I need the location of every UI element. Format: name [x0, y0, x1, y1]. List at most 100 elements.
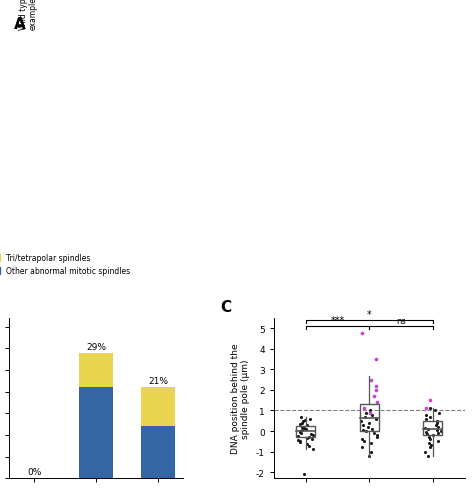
Point — [434, 437, 442, 445]
Point — [422, 428, 429, 436]
Bar — [360, 405, 379, 431]
Point — [304, 421, 311, 429]
Point — [373, 386, 380, 394]
Point — [366, 407, 374, 414]
Point — [427, 435, 434, 443]
Point — [370, 392, 377, 400]
Legend: Tri/tetrapolar spindles, Other abnormal mitotic spindles: Tri/tetrapolar spindles, Other abnormal … — [0, 250, 133, 278]
Point — [421, 424, 428, 432]
Point — [365, 419, 373, 427]
Point — [358, 444, 365, 451]
Bar — [141, 427, 175, 478]
Point — [297, 428, 304, 436]
Point — [367, 447, 374, 455]
Point — [306, 443, 313, 450]
Point — [427, 442, 435, 449]
Point — [360, 437, 367, 445]
Point — [299, 426, 306, 434]
Point — [423, 430, 430, 438]
Text: A: A — [14, 17, 26, 32]
Point — [426, 405, 434, 412]
Bar — [141, 387, 175, 427]
Point — [368, 425, 376, 433]
Point — [373, 433, 381, 441]
Point — [422, 415, 429, 423]
Point — [296, 437, 304, 445]
Point — [359, 329, 366, 337]
Point — [423, 411, 430, 419]
Point — [297, 429, 305, 437]
Point — [431, 407, 438, 414]
Point — [310, 431, 317, 439]
Bar — [296, 426, 315, 437]
Point — [305, 433, 313, 441]
Point — [307, 430, 315, 438]
Text: ***: *** — [330, 316, 345, 325]
Bar — [79, 353, 113, 387]
Point — [424, 425, 431, 433]
Bar — [79, 387, 113, 478]
Point — [298, 423, 306, 431]
Text: Wild type
examples: Wild type examples — [18, 0, 38, 30]
Point — [300, 417, 307, 425]
Point — [437, 427, 445, 435]
Point — [297, 413, 304, 421]
Point — [367, 376, 374, 384]
Point — [365, 423, 372, 431]
Point — [296, 420, 303, 428]
Point — [425, 433, 433, 441]
Point — [308, 435, 316, 443]
Point — [297, 427, 304, 435]
Point — [299, 419, 306, 427]
Point — [371, 429, 378, 437]
Point — [365, 452, 373, 460]
Point — [294, 432, 301, 440]
Point — [359, 426, 366, 434]
Point — [372, 382, 380, 390]
Point — [309, 446, 317, 453]
Point — [433, 417, 441, 425]
Point — [422, 405, 429, 412]
Point — [300, 470, 307, 478]
Point — [359, 421, 367, 429]
Point — [362, 409, 370, 417]
Point — [358, 417, 365, 425]
Point — [429, 431, 437, 439]
Point — [368, 411, 376, 419]
Point — [426, 397, 433, 405]
Text: 29%: 29% — [86, 342, 106, 351]
Point — [421, 447, 429, 455]
Text: C: C — [220, 299, 232, 314]
Point — [372, 415, 380, 423]
Point — [424, 452, 431, 460]
Point — [367, 440, 375, 447]
Point — [303, 434, 311, 442]
Point — [373, 431, 381, 439]
Point — [373, 399, 381, 407]
Point — [362, 427, 370, 435]
Point — [301, 424, 308, 432]
Text: 21%: 21% — [148, 376, 168, 386]
Point — [435, 409, 443, 417]
Text: ns: ns — [396, 317, 406, 325]
Point — [434, 423, 442, 431]
Bar — [423, 421, 442, 435]
Point — [433, 419, 440, 427]
Point — [302, 425, 310, 433]
Point — [307, 415, 314, 423]
Point — [434, 429, 441, 437]
Point — [358, 435, 366, 443]
Point — [426, 444, 434, 451]
Point — [303, 441, 311, 448]
Point — [294, 436, 302, 444]
Point — [433, 426, 441, 434]
Point — [366, 409, 374, 417]
Point — [301, 416, 309, 424]
Point — [361, 413, 369, 421]
Y-axis label: DNA position behind the
spindle pole (μm): DNA position behind the spindle pole (μm… — [231, 343, 250, 453]
Point — [432, 421, 440, 429]
Point — [296, 439, 304, 447]
Text: *: * — [367, 309, 372, 320]
Point — [427, 413, 434, 421]
Point — [373, 356, 380, 364]
